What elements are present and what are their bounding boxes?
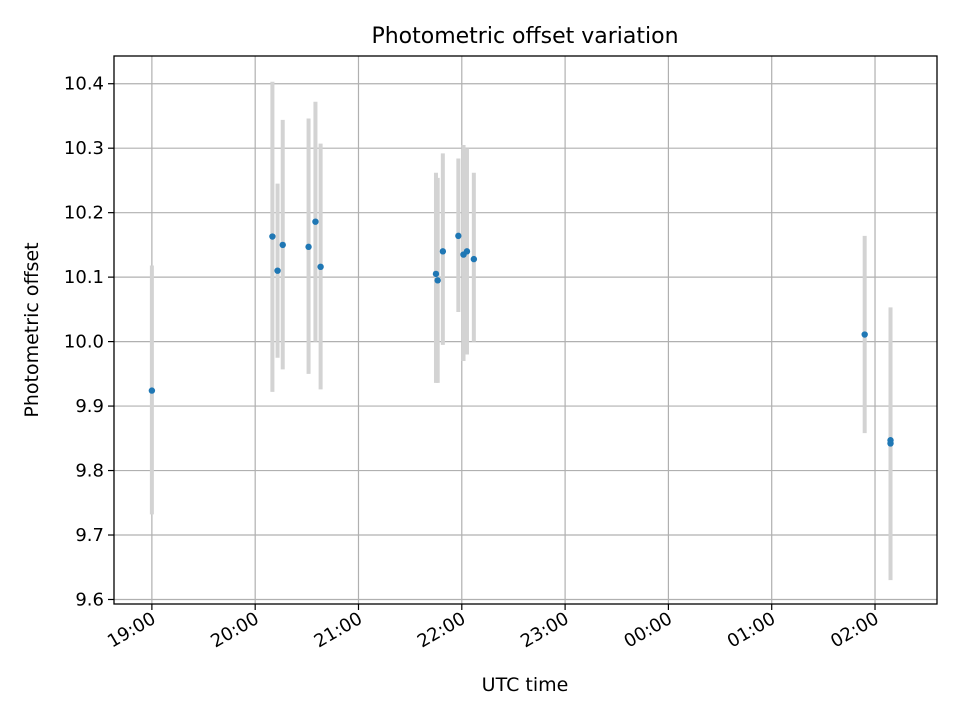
data-point: [861, 331, 868, 338]
data-point: [312, 218, 319, 225]
data-point: [887, 440, 894, 447]
y-tick-label: 9.6: [75, 589, 104, 610]
data-point: [432, 270, 440, 278]
data-point: [439, 248, 447, 255]
y-tick-label: 10.1: [64, 267, 104, 288]
y-tick-label: 9.9: [75, 396, 104, 417]
y-tick-label: 9.8: [75, 461, 104, 482]
y-tick-label: 9.7: [75, 525, 104, 546]
x-axis-label: UTC time: [482, 674, 569, 696]
data-point: [148, 387, 156, 394]
data-point: [279, 241, 286, 249]
data-point: [470, 255, 478, 263]
y-tick-label: 10.4: [64, 74, 104, 95]
plot-frame: [113, 55, 938, 605]
grid: [114, 56, 937, 604]
chart-title: Photometric offset variation: [371, 24, 678, 49]
y-axis-ticks: 9.6 9.7 9.8 9.9 10.0 10.1 10.2 10.3 10.4: [64, 74, 114, 610]
data-point: [463, 248, 471, 255]
y-tick-label: 10.3: [64, 138, 104, 159]
data-point: [434, 277, 441, 284]
data-point: [455, 232, 462, 240]
y-tick-label: 10.0: [64, 332, 104, 353]
data-points: [148, 218, 894, 447]
y-axis-label: Photometric offset: [21, 242, 43, 417]
data-point: [317, 263, 324, 271]
y-tick-label: 10.2: [64, 203, 104, 224]
data-point: [274, 267, 281, 274]
data-point: [269, 233, 276, 240]
data-point: [305, 243, 312, 251]
